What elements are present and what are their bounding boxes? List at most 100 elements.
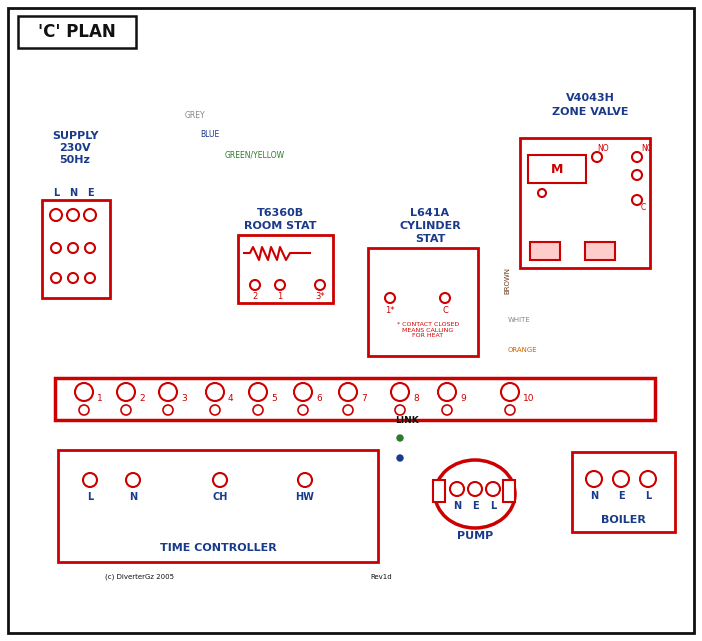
Text: 10: 10 <box>523 394 534 403</box>
Text: N: N <box>453 501 461 511</box>
Circle shape <box>206 383 224 401</box>
Bar <box>433 480 445 502</box>
Circle shape <box>315 280 325 290</box>
Circle shape <box>79 405 89 415</box>
Text: 8: 8 <box>413 394 419 403</box>
Circle shape <box>68 243 78 253</box>
Bar <box>368 248 478 356</box>
Text: N: N <box>69 188 77 198</box>
Text: 9: 9 <box>460 394 465 403</box>
Bar <box>530 242 560 260</box>
Text: ROOM STAT: ROOM STAT <box>244 221 316 231</box>
Text: N: N <box>129 492 137 502</box>
Bar <box>528 155 586 183</box>
Circle shape <box>249 383 267 401</box>
Circle shape <box>83 473 97 487</box>
Circle shape <box>538 189 546 197</box>
Text: E: E <box>472 501 478 511</box>
Text: M: M <box>551 163 563 176</box>
Text: 5: 5 <box>271 394 277 403</box>
Circle shape <box>438 383 456 401</box>
Text: CH: CH <box>212 492 227 502</box>
Bar <box>503 480 515 502</box>
Text: L: L <box>490 501 496 511</box>
Text: 1*: 1* <box>385 306 395 315</box>
Circle shape <box>586 471 602 487</box>
Text: 'C' PLAN: 'C' PLAN <box>38 23 116 41</box>
Circle shape <box>84 209 96 221</box>
Circle shape <box>298 473 312 487</box>
Circle shape <box>632 195 642 205</box>
Circle shape <box>505 405 515 415</box>
Circle shape <box>391 383 409 401</box>
Bar <box>585 242 615 260</box>
Text: C: C <box>442 306 448 315</box>
Circle shape <box>75 383 93 401</box>
Text: NC: NC <box>641 144 652 153</box>
Circle shape <box>126 473 140 487</box>
Text: GREEN/YELLOW: GREEN/YELLOW <box>225 150 285 159</box>
Text: T6360B: T6360B <box>256 208 303 218</box>
Text: 2: 2 <box>139 394 145 403</box>
Circle shape <box>343 405 353 415</box>
Text: PUMP: PUMP <box>457 531 493 541</box>
Text: HW: HW <box>296 492 314 502</box>
Circle shape <box>442 405 452 415</box>
Text: E: E <box>86 188 93 198</box>
Text: 4: 4 <box>228 394 234 403</box>
Text: ORANGE: ORANGE <box>508 347 538 353</box>
Circle shape <box>385 293 395 303</box>
Circle shape <box>501 383 519 401</box>
Circle shape <box>213 473 227 487</box>
Text: E: E <box>618 491 624 501</box>
Text: GREY: GREY <box>185 111 206 120</box>
Circle shape <box>397 455 403 461</box>
Circle shape <box>250 280 260 290</box>
Bar <box>520 138 650 268</box>
Text: * CONTACT CLOSED
MEANS CALLING
FOR HEAT: * CONTACT CLOSED MEANS CALLING FOR HEAT <box>397 322 459 338</box>
Text: L: L <box>53 188 59 198</box>
Circle shape <box>159 383 177 401</box>
Circle shape <box>51 243 61 253</box>
Text: N: N <box>590 491 598 501</box>
Text: SUPPLY
230V
50Hz: SUPPLY 230V 50Hz <box>52 131 98 165</box>
Text: L641A: L641A <box>411 208 449 218</box>
Text: C: C <box>640 203 646 212</box>
Circle shape <box>85 273 95 283</box>
Circle shape <box>68 273 78 283</box>
Text: L: L <box>87 492 93 502</box>
Text: 2: 2 <box>253 292 258 301</box>
Text: 1: 1 <box>277 292 283 301</box>
Circle shape <box>210 405 220 415</box>
Circle shape <box>486 482 500 496</box>
Ellipse shape <box>435 460 515 528</box>
Text: Rev1d: Rev1d <box>370 574 392 580</box>
Circle shape <box>85 243 95 253</box>
Text: CYLINDER: CYLINDER <box>399 221 461 231</box>
Text: V4043H: V4043H <box>566 93 614 103</box>
Circle shape <box>294 383 312 401</box>
Text: (c) DiverterGz 2005: (c) DiverterGz 2005 <box>105 574 174 580</box>
Circle shape <box>339 383 357 401</box>
Bar <box>238 235 333 303</box>
Text: NO: NO <box>597 144 609 153</box>
Circle shape <box>632 170 642 180</box>
Bar <box>18 16 136 48</box>
Circle shape <box>440 293 450 303</box>
Text: TIME CONTROLLER: TIME CONTROLLER <box>159 543 277 553</box>
Text: 3: 3 <box>181 394 187 403</box>
Circle shape <box>468 482 482 496</box>
Text: WHITE: WHITE <box>508 317 531 323</box>
Text: 6: 6 <box>316 394 322 403</box>
Text: BOILER: BOILER <box>601 515 645 525</box>
Circle shape <box>592 152 602 162</box>
Bar <box>572 452 675 532</box>
Text: ZONE VALVE: ZONE VALVE <box>552 107 628 117</box>
Circle shape <box>50 209 62 221</box>
Circle shape <box>397 435 403 441</box>
Circle shape <box>298 405 308 415</box>
Circle shape <box>67 209 79 221</box>
Circle shape <box>395 405 405 415</box>
Bar <box>42 200 110 298</box>
Circle shape <box>121 405 131 415</box>
